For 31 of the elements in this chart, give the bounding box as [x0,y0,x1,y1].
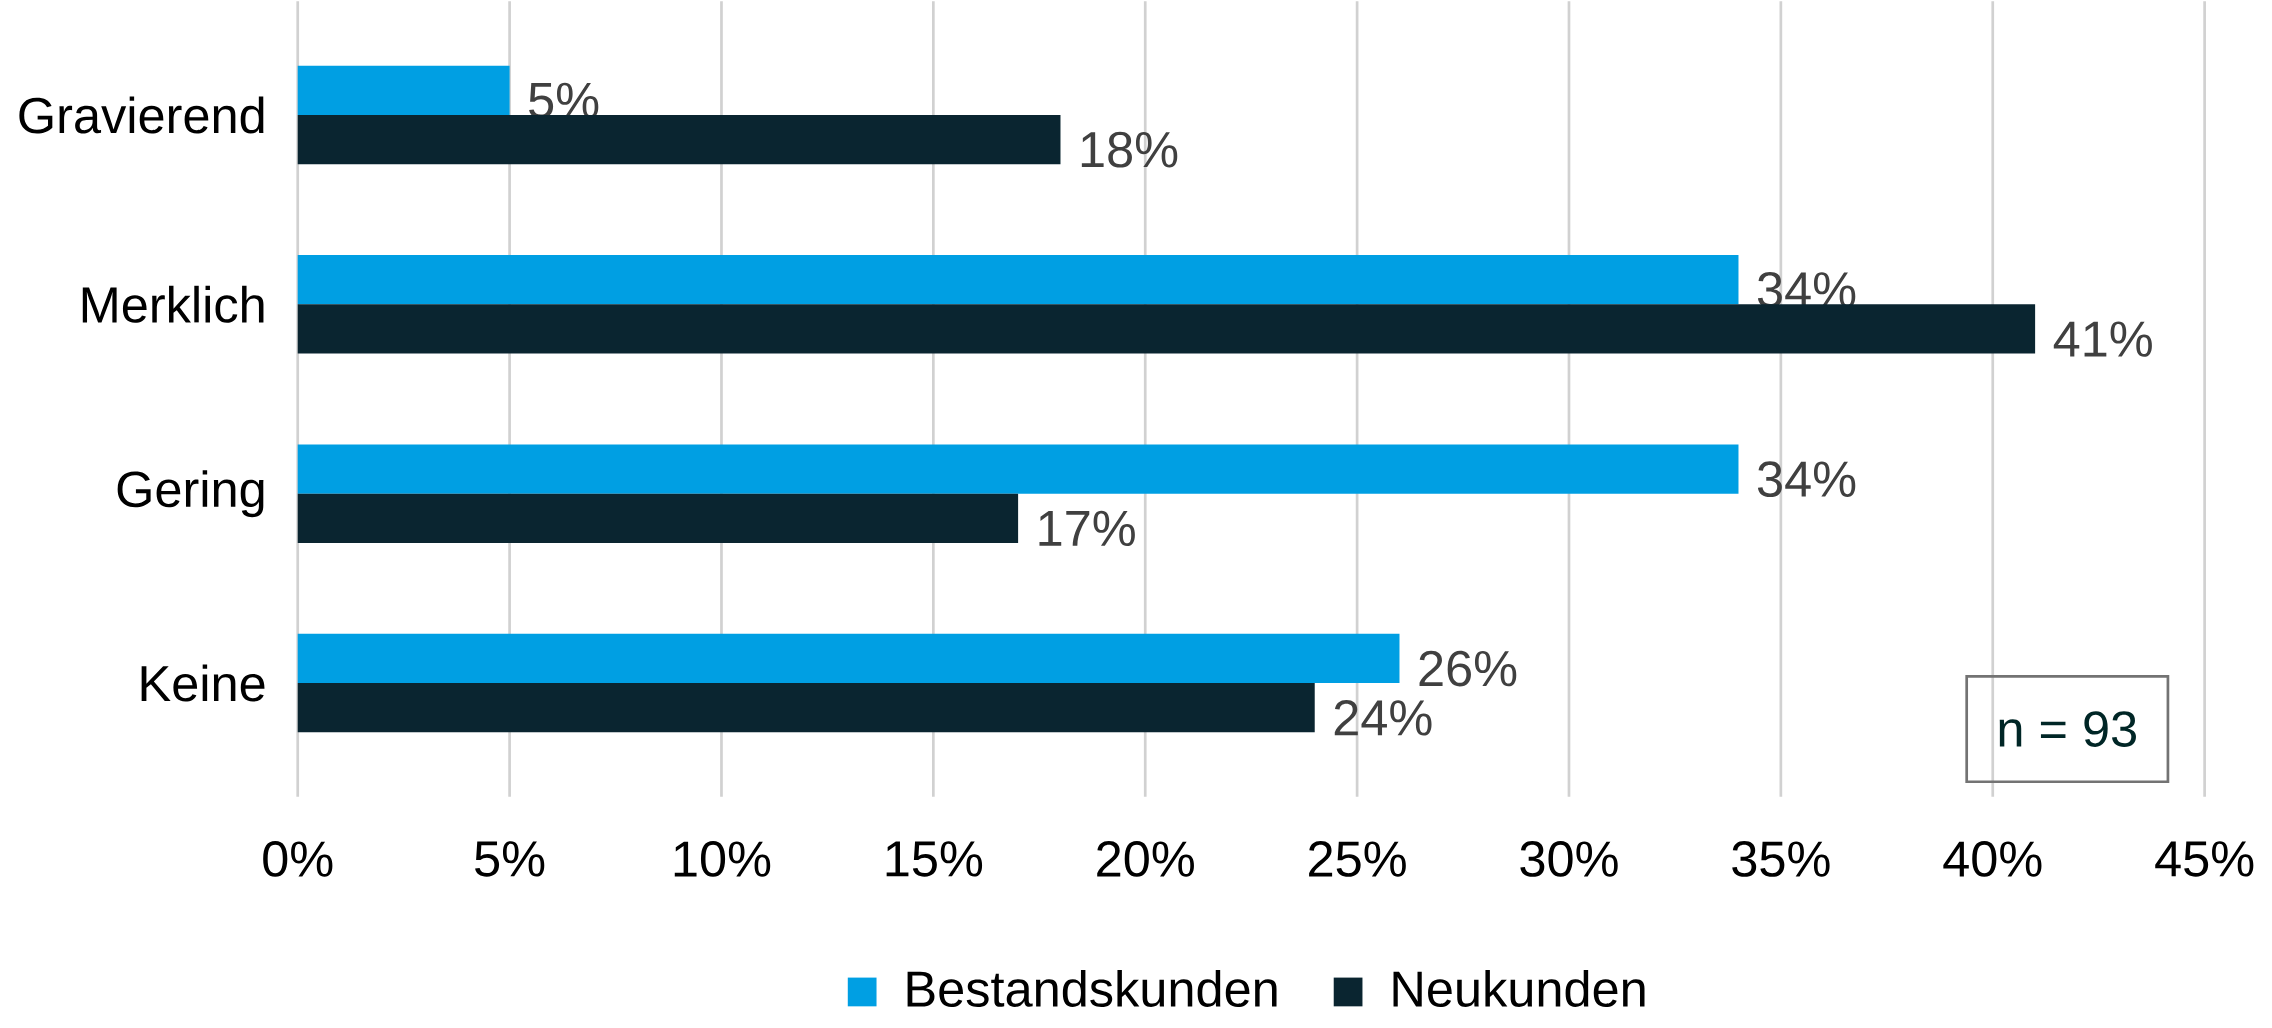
x-tick-label: 20% [1097,841,1194,878]
data-label: 41% [2053,321,2152,357]
y-tick-label: Gravierend [19,96,264,134]
bar [297,493,1019,544]
data-label: 26% [1419,650,1517,687]
bar [297,255,1739,305]
annotation: n = 93 [1999,711,2136,748]
x-tick-label: 0% [263,841,333,878]
x-tick-label: 5% [475,841,545,877]
y-tick-label: Keine [141,664,265,702]
data-label: 34% [1757,461,1856,498]
data-label: 17% [1039,511,1135,547]
y-tick-label: Gering [117,470,264,518]
data-label: 24% [1334,700,1432,736]
bar [297,634,1400,684]
bar [297,65,510,116]
x-tick-label: 35% [1732,841,1830,878]
x-tick-label: 15% [886,841,983,877]
legend-label: Bestandskunden [907,970,1277,1008]
bar [297,683,1315,733]
legend-label: Neukunden [1393,970,1645,1008]
x-tick-label: 25% [1309,841,1406,878]
bar [297,304,2036,354]
x-tick-label: 10% [674,841,771,878]
x-tick-label: 45% [2155,841,2254,877]
bar [297,115,1061,165]
x-tick-label: 30% [1520,841,1618,878]
y-tick-label: Merklich [82,286,264,324]
x-tick-label: 40% [1943,841,2042,878]
bar [297,444,1739,494]
data-label: 18% [1081,132,1178,168]
